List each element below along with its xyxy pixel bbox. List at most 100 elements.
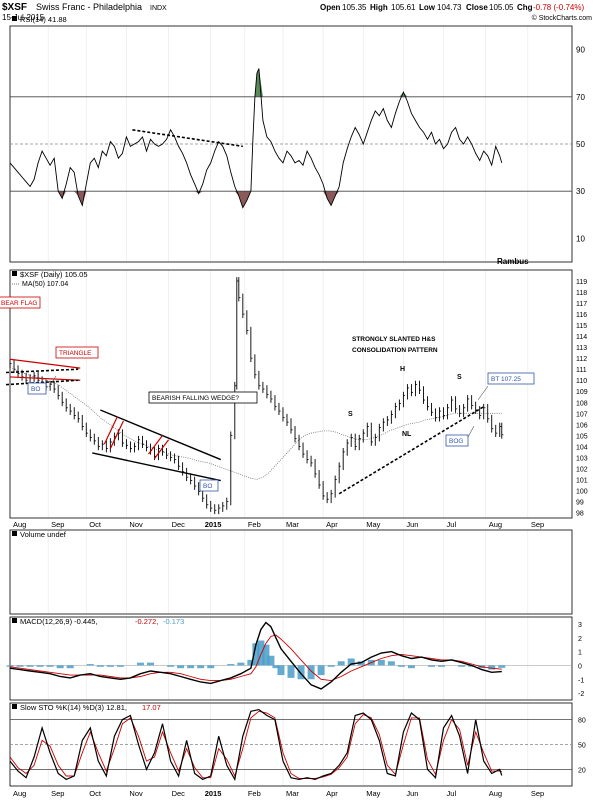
- price-month-11: Jul: [447, 520, 457, 529]
- sto-month-6: Feb: [248, 789, 261, 798]
- triangle-upper: [5, 368, 79, 374]
- sto-month-9: May: [366, 789, 380, 798]
- macd-hist-33: [307, 665, 315, 680]
- rsi-trendline-0: [132, 129, 243, 148]
- macd-hist-34: [317, 665, 325, 676]
- annotation-box-0: [0, 296, 41, 309]
- sto-month-12: Aug: [489, 789, 502, 798]
- annotation-4: BO: [203, 483, 212, 490]
- low-value: 104.73: [437, 3, 462, 12]
- high-value: 105.61: [391, 3, 416, 12]
- annotation-box-3: [148, 391, 258, 404]
- macd-hist-16: [167, 665, 175, 667]
- sto-d-value: 17.07: [142, 703, 161, 712]
- bo-arrow: [48, 375, 57, 388]
- chart-date: 15-Jul-2015: [2, 13, 45, 22]
- macd-hist-35: [327, 665, 335, 667]
- annotation-7: S: [348, 411, 353, 418]
- bog-arrow: [467, 425, 475, 438]
- annotation-box-12: [445, 434, 469, 447]
- sto-k-line: [9, 708, 503, 782]
- sto-month-8: Apr: [326, 789, 338, 798]
- sto-tick-0: 20: [578, 767, 586, 774]
- macd-hist-0: [6, 665, 14, 667]
- flag-channel-0-a: [103, 416, 118, 445]
- sto-month-0: Aug: [13, 789, 26, 798]
- price-tick-114: 114: [576, 334, 587, 341]
- macd-hist-11: [116, 665, 124, 667]
- macd-hist-31: [287, 665, 295, 678]
- close-value: 105.05: [489, 3, 514, 12]
- rsi-tick-50: 50: [576, 140, 585, 149]
- volume-panel-frame: [9, 529, 573, 615]
- macd-hist-46: [438, 665, 446, 667]
- sto-month-2: Oct: [89, 789, 102, 798]
- price-month-10: Jun: [406, 520, 418, 529]
- annotation-8: H: [400, 366, 405, 373]
- macd-tick-1: -1: [578, 677, 584, 684]
- price-tick-112: 112: [576, 356, 587, 363]
- price-tick-118: 118: [576, 290, 587, 297]
- macd-hist-37: [347, 658, 355, 666]
- neckline: [338, 405, 485, 495]
- price-title: $XSF (Daily) 105.05: [20, 270, 88, 279]
- macd-tick-3: 1: [578, 650, 582, 657]
- sto-month-1: Sep: [51, 789, 64, 798]
- sto-tick-1: 50: [578, 743, 586, 750]
- sto-month-3: Nov: [129, 789, 143, 798]
- macd-tick-5: 3: [578, 622, 582, 629]
- price-tick-109: 109: [576, 389, 588, 396]
- annotation-11: BT 107.25: [491, 376, 521, 383]
- price-month-0: Aug: [13, 520, 26, 529]
- exchange: INDX: [150, 5, 167, 12]
- macd-hist-45: [428, 665, 435, 667]
- rsi-tick-30: 30: [576, 187, 585, 196]
- macd-hist-24: [247, 659, 255, 666]
- rsi-signature: Rambus: [497, 257, 529, 266]
- price-month-6: Feb: [248, 520, 261, 529]
- close-label: Close: [466, 3, 488, 12]
- flag-channel-1-a: [148, 434, 164, 455]
- symbol: $XSF: [2, 2, 27, 13]
- annotation-6: CONSOLIDATION PATTERN: [352, 347, 438, 354]
- macd-hist-20: [207, 665, 215, 669]
- chart-header: $XSF Swiss Franc - Philadelphia INDX 15-…: [2, 2, 592, 22]
- macd-hist-26: [257, 640, 265, 666]
- macd-hist-32: [297, 665, 305, 680]
- annotation-3: BEARISH FALLING WEDGE?: [152, 395, 239, 402]
- macd-hist-1: [16, 665, 24, 667]
- price-month-1: Sep: [51, 520, 64, 529]
- price-tick-117: 117: [576, 301, 587, 308]
- price-month-2: Oct: [89, 520, 102, 529]
- rsi-title: RSI(14) 41.88: [20, 15, 67, 24]
- ma50-line: [9, 366, 502, 480]
- price-tick-107: 107: [576, 411, 588, 418]
- annotation-box-1: [55, 346, 99, 359]
- price-month-8: Apr: [326, 520, 338, 529]
- macd-title: MACD(12,26,9) -0.445,: [20, 617, 98, 626]
- sto-d-line: [9, 710, 502, 779]
- macd-hist-6: [66, 665, 74, 669]
- price-tick-106: 106: [576, 422, 588, 429]
- price-tick-116: 116: [576, 312, 587, 319]
- macd-hist-17: [177, 665, 185, 669]
- price-tick-111: 111: [576, 367, 587, 374]
- annotation-5: STRONGLY SLANTED H&S: [352, 336, 436, 343]
- macd-hist-43: [407, 665, 415, 669]
- macd-hist-10: [106, 665, 114, 667]
- macd-hist-5: [56, 665, 64, 669]
- sto-title: Slow STO %K(14) %D(3) 12.81,: [20, 703, 127, 712]
- price-month-5: 2015: [205, 520, 222, 529]
- macd-hist-40: [377, 659, 385, 666]
- chg-value: -0.78 (-0.74%): [533, 3, 584, 12]
- price-tick-101: 101: [576, 477, 588, 484]
- bear-flag-upper: [9, 358, 81, 369]
- price-tick-113: 113: [576, 345, 587, 352]
- watermark: © StockCharts.com: [532, 14, 593, 22]
- sto-legend-swatch: [12, 704, 17, 709]
- macd-hist-8: [86, 664, 94, 666]
- annotation-0: BEAR FLAG: [1, 300, 37, 307]
- macd-hist-14: [147, 662, 154, 666]
- annotation-box-11: [487, 372, 535, 385]
- macd-hist-41: [387, 661, 395, 666]
